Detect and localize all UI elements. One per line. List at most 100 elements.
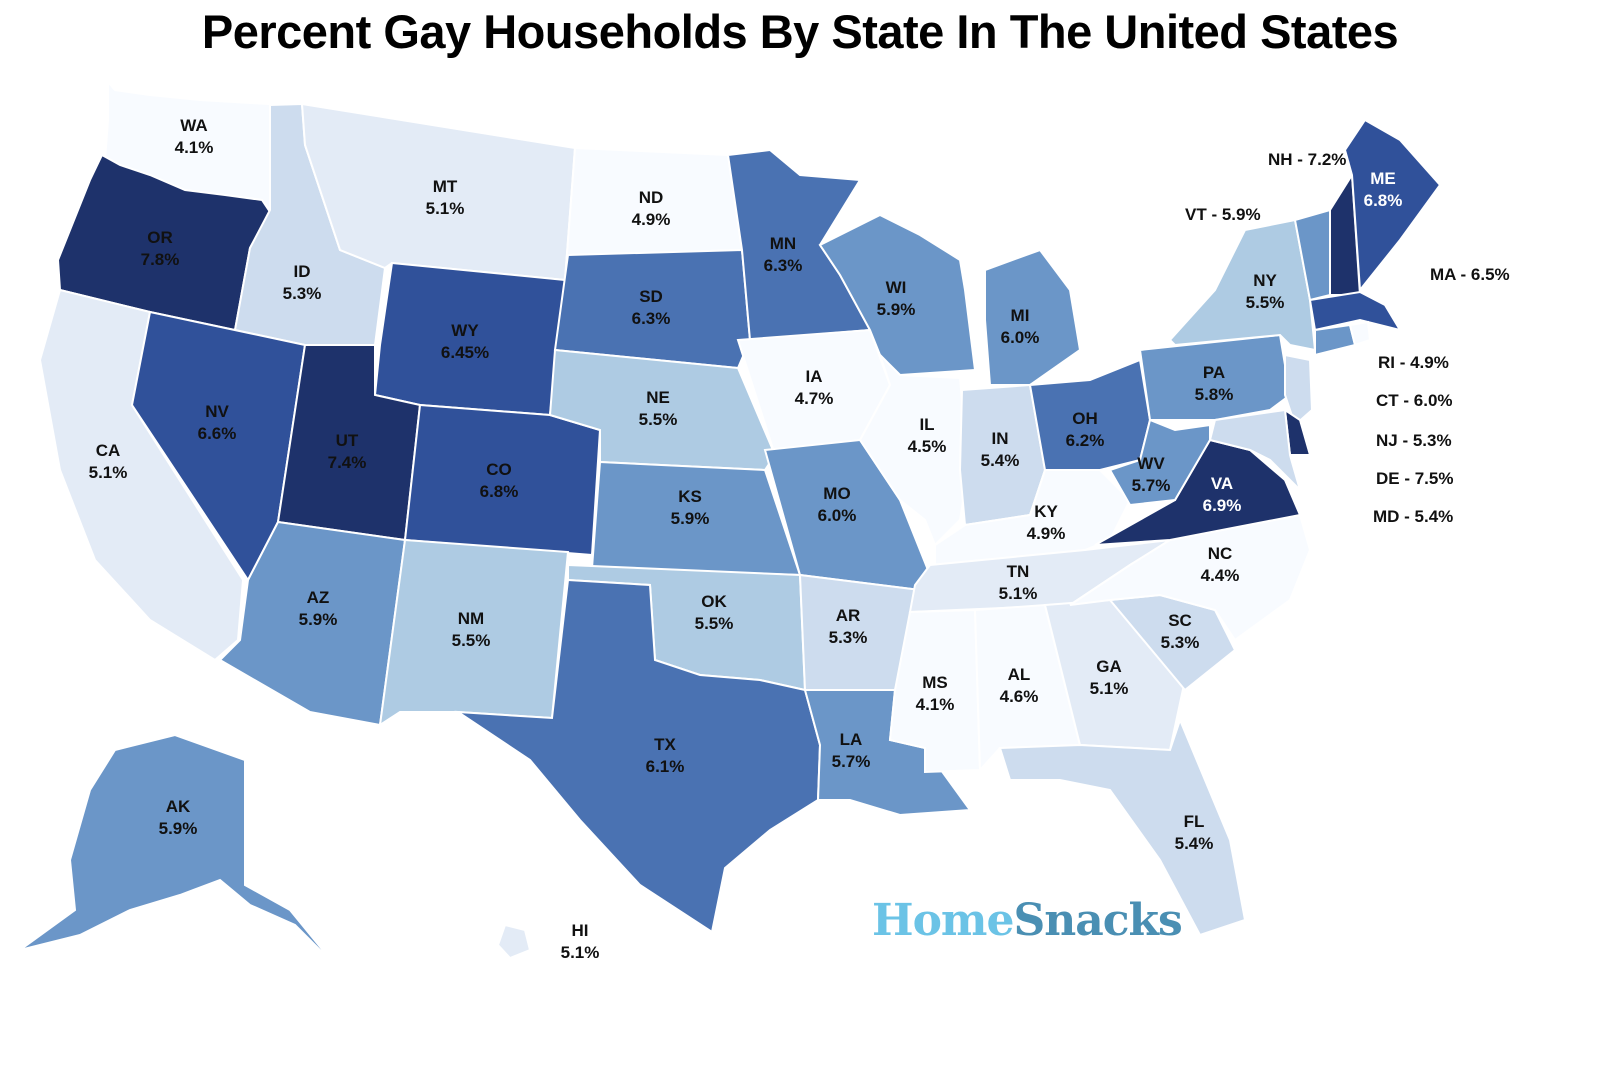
state-WV[interactable]	[1108, 418, 1211, 507]
state-label-AR: AR 5.3%	[829, 605, 868, 649]
state-abbr: PA	[1202, 363, 1226, 382]
state-label-IL: IL 4.5%	[908, 414, 947, 458]
state-ME[interactable]	[1343, 118, 1442, 293]
state-abbr: GA	[1096, 657, 1122, 676]
state-MD[interactable]	[1208, 408, 1303, 494]
logo-part-home: Home	[872, 895, 1014, 946]
side-label-NJ: NJ - 5.3%	[1376, 431, 1452, 450]
state-value: 5.4%	[980, 451, 1020, 470]
state-label-AK: AK 5.9%	[159, 796, 198, 840]
state-NY[interactable]	[1168, 218, 1317, 352]
state-value: 5.9%	[298, 610, 338, 629]
state-value: 5.9%	[876, 300, 916, 319]
state-HI[interactable]	[496, 923, 532, 960]
state-value: 5.1%	[560, 943, 600, 962]
state-abbr: IA	[805, 367, 823, 386]
state-NC[interactable]	[1069, 513, 1312, 642]
state-value: 4.9%	[631, 210, 671, 229]
state-abbr: CO	[486, 460, 512, 479]
state-label-SD: SD 6.3%	[632, 286, 671, 330]
logo-part-snacks: Snacks	[1013, 895, 1182, 946]
state-value: 5.1%	[1089, 679, 1129, 698]
state-CT[interactable]	[1314, 323, 1357, 357]
state-WI[interactable]	[818, 213, 977, 377]
homesnacks-logo: HomeSnacks	[872, 895, 1183, 946]
state-AK[interactable]	[19, 733, 336, 966]
state-value: 5.1%	[88, 463, 128, 482]
state-label-TX: TX 6.1%	[646, 734, 685, 778]
state-NJ[interactable]	[1284, 353, 1314, 427]
state-value: 4.1%	[174, 138, 214, 157]
state-value: 6.0%	[817, 506, 857, 525]
state-abbr: KY	[1034, 502, 1058, 521]
state-abbr: VA	[1210, 474, 1234, 493]
state-label-LA: LA 5.7%	[832, 729, 871, 773]
state-abbr: HI	[571, 921, 589, 940]
state-label-ID: ID 5.3%	[283, 261, 322, 305]
state-label-OR: OR 7.8%	[141, 227, 180, 271]
state-label-HI: HI 5.1%	[561, 920, 600, 964]
state-abbr: WY	[451, 321, 479, 340]
state-label-MS: MS 4.1%	[916, 672, 955, 716]
state-value: 5.7%	[831, 752, 871, 771]
state-label-MI: MI 6.0%	[1001, 305, 1040, 349]
state-abbr: NC	[1207, 544, 1233, 563]
state-value: 5.3%	[1160, 633, 1200, 652]
state-abbr: MS	[922, 673, 948, 692]
state-label-IN: IN 5.4%	[981, 428, 1020, 472]
state-abbr: SD	[639, 287, 663, 306]
state-CO[interactable]	[403, 403, 602, 557]
state-label-NV: NV 6.6%	[198, 401, 237, 445]
state-abbr: IL	[919, 415, 935, 434]
state-label-WI: WI 5.9%	[877, 277, 916, 321]
state-label-NE: NE 5.5%	[639, 387, 678, 431]
state-value: 6.1%	[645, 757, 685, 776]
state-label-OH: OH 6.2%	[1066, 408, 1105, 452]
state-label-GA: GA 5.1%	[1090, 656, 1129, 700]
state-value: 4.6%	[999, 687, 1039, 706]
state-value: 5.8%	[1194, 385, 1234, 404]
side-label-NH: NH - 7.2%	[1268, 150, 1347, 169]
state-abbr: WV	[1137, 454, 1165, 473]
side-label-MD: MD - 5.4%	[1373, 507, 1454, 526]
state-value: 7.8%	[140, 250, 180, 269]
state-abbr: TX	[654, 735, 676, 754]
state-label-VA: VA 6.9%	[1203, 473, 1242, 517]
state-value: 6.8%	[1363, 191, 1403, 210]
state-label-IA: IA 4.7%	[795, 366, 834, 410]
state-abbr: NY	[1253, 271, 1277, 290]
state-MI[interactable]	[984, 248, 1082, 386]
state-label-UT: UT 7.4%	[328, 430, 367, 474]
side-label-DE: DE - 7.5%	[1376, 469, 1454, 488]
state-abbr: OK	[701, 592, 727, 611]
state-abbr: MN	[769, 234, 797, 253]
state-value: 4.5%	[907, 437, 947, 456]
state-value: 5.1%	[425, 199, 465, 218]
state-value: 6.8%	[479, 482, 519, 501]
state-value: 4.4%	[1200, 566, 1240, 585]
state-abbr: OH	[1072, 409, 1098, 428]
state-abbr: WI	[885, 278, 907, 297]
state-abbr: WA	[180, 116, 208, 135]
page-title: Percent Gay Households By State In The U…	[201, 5, 1399, 58]
state-abbr: ID	[293, 262, 311, 281]
state-label-CA: CA 5.1%	[89, 440, 128, 484]
state-value: 5.7%	[1131, 476, 1171, 495]
state-label-WA: WA 4.1%	[175, 115, 214, 159]
state-value: 6.3%	[631, 309, 671, 328]
state-FL[interactable]	[998, 717, 1247, 937]
state-label-FL: FL 5.4%	[1175, 811, 1214, 855]
state-value: 6.3%	[763, 256, 803, 275]
state-label-PA: PA 5.8%	[1195, 362, 1234, 406]
state-value: 7.4%	[327, 453, 367, 472]
state-abbr: AL	[1007, 665, 1031, 684]
state-value: 5.5%	[638, 410, 678, 429]
state-value: 5.5%	[451, 631, 491, 650]
state-abbr: CA	[95, 441, 121, 460]
state-RI[interactable]	[1348, 320, 1372, 347]
state-label-MT: MT 5.1%	[426, 176, 465, 220]
state-label-MN: MN 6.3%	[764, 233, 803, 277]
state-abbr: NV	[205, 402, 229, 421]
state-label-SC: SC 5.3%	[1161, 610, 1200, 654]
state-TX[interactable]	[454, 578, 822, 934]
